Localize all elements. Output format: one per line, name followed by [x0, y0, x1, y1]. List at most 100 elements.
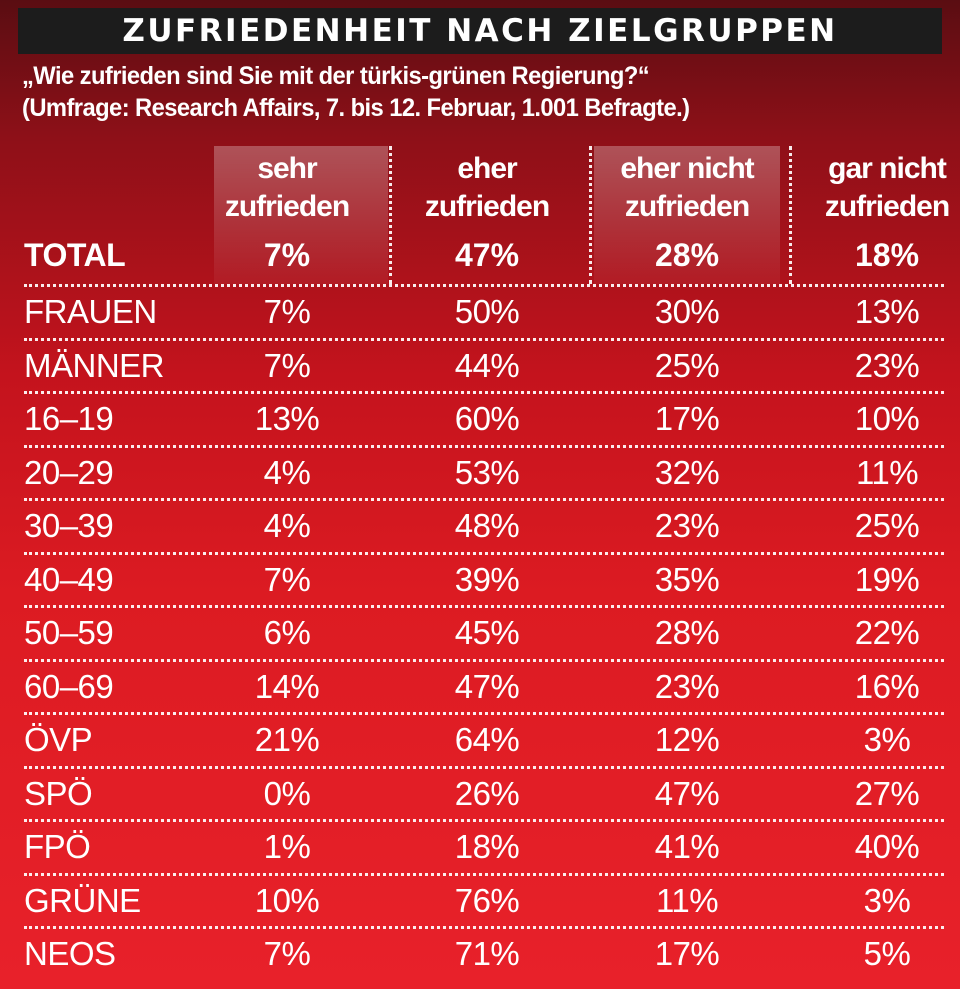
row-label: MÄNNER: [24, 346, 165, 384]
table-cell: 39%: [454, 560, 520, 598]
survey-source: (Umfrage: Research Affairs, 7. bis 12. F…: [22, 94, 690, 122]
table-cell: 10%: [254, 881, 320, 919]
column-header-line: eher: [457, 152, 517, 185]
table-cell: 3%: [863, 721, 911, 758]
subtitle: „Wie zufrieden sind Sie mit der türkis-g…: [22, 60, 896, 124]
table-cell: 3%: [863, 881, 911, 919]
row-separator: [24, 765, 944, 769]
table-cell: 13%: [854, 293, 920, 330]
column-header-line: sehr: [257, 152, 317, 185]
column-header: gar nicht zufrieden: [787, 150, 960, 230]
table-cell: 13%: [254, 400, 320, 437]
row-label: 50–59: [24, 614, 114, 651]
column-header-line: zufrieden: [624, 190, 750, 223]
column-header: sehr zufrieden: [187, 150, 387, 230]
table-cell: 48%: [454, 507, 520, 544]
table-cell: 53%: [454, 453, 520, 491]
total-value: 7%: [263, 237, 311, 273]
row-separator: [24, 658, 944, 662]
chart-title: ZUFRIEDENHEIT NACH ZIELGRUPPEN: [122, 13, 838, 49]
table-cell: 26%: [454, 774, 520, 812]
table-cell: 23%: [654, 507, 720, 544]
table-cell: 14%: [254, 667, 320, 705]
table-cell: 27%: [854, 774, 920, 812]
column-header-line: gar nicht: [828, 152, 947, 185]
column-highlight: [214, 146, 388, 284]
column-header-line: zufrieden: [824, 190, 950, 223]
row-label: GRÜNE: [24, 881, 141, 919]
table-cell: 60%: [454, 400, 520, 437]
table-cell: 11%: [855, 453, 919, 491]
row-separator: [24, 391, 944, 394]
row-label: 20–29: [24, 453, 114, 491]
table-cell: 17%: [654, 400, 720, 437]
table-cell: 28%: [654, 614, 720, 651]
table-cell: 41%: [654, 828, 720, 865]
row-separator: [24, 498, 944, 501]
table-cell: 10%: [854, 400, 920, 437]
column-header-line: eher nicht: [620, 152, 754, 185]
table-cell: 45%: [454, 614, 520, 651]
table-cell: 4%: [263, 507, 311, 544]
table-cell: 21%: [254, 721, 320, 758]
row-label: FPÖ: [24, 828, 91, 865]
table-cell: 5%: [863, 935, 911, 972]
table-cell: 7%: [263, 560, 311, 598]
table-cell: 7%: [263, 935, 311, 972]
table-cell: 23%: [654, 667, 720, 705]
row-label: FRAUEN: [24, 293, 157, 330]
row-separator: [24, 872, 944, 876]
row-separator: [24, 284, 944, 287]
table-cell: 11%: [655, 881, 719, 919]
table-cell: 50%: [454, 293, 520, 330]
table-cell: 16%: [854, 667, 920, 705]
table-cell: 32%: [654, 453, 720, 491]
table-cell: 7%: [263, 293, 311, 330]
table-cell: 1%: [263, 828, 311, 865]
table-cell: 47%: [654, 774, 720, 812]
table-cell: 71%: [454, 935, 520, 972]
survey-question: „Wie zufrieden sind Sie mit der türkis-g…: [22, 62, 650, 90]
column-highlight: [594, 146, 780, 284]
row-label: 60–69: [24, 667, 114, 705]
total-value: 47%: [454, 237, 520, 273]
table-cell: 12%: [654, 721, 720, 758]
row-label: 40–49: [24, 560, 114, 598]
row-label: ÖVP: [24, 721, 93, 758]
row-label: SPÖ: [24, 774, 93, 812]
row-label: 30–39: [24, 507, 114, 544]
row-label: NEOS: [24, 935, 116, 972]
table-cell: 17%: [654, 935, 720, 972]
table-cell: 25%: [854, 507, 920, 544]
row-separator: [24, 819, 944, 822]
table-cell: 0%: [263, 774, 311, 812]
row-separator: [24, 551, 944, 555]
column-header: eher nicht zufrieden: [587, 150, 787, 230]
row-label: 16–19: [24, 400, 114, 437]
table-cell: 44%: [454, 346, 520, 384]
table-cell: 76%: [454, 881, 520, 919]
row-separator: [24, 926, 944, 929]
column-header-line: zufrieden: [224, 190, 350, 223]
column-separator: [589, 146, 592, 284]
column-header: eher zufrieden: [387, 150, 587, 230]
total-value: 18%: [854, 237, 920, 273]
table-cell: 7%: [263, 346, 311, 384]
table-cell: 4%: [263, 453, 311, 491]
table-cell: 30%: [654, 293, 720, 330]
table-cell: 47%: [454, 667, 520, 705]
total-value: 28%: [654, 237, 720, 273]
table-cell: 40%: [854, 828, 920, 865]
row-separator: [24, 337, 944, 341]
title-bar: ZUFRIEDENHEIT NACH ZIELGRUPPEN: [18, 8, 942, 54]
row-separator: [24, 444, 944, 448]
table-cell: 64%: [454, 721, 520, 758]
table-cell: 25%: [654, 346, 720, 384]
table-cell: 35%: [654, 560, 720, 598]
row-separator: [24, 712, 944, 715]
column-header-line: zufrieden: [424, 190, 550, 223]
table-cell: 19%: [854, 560, 920, 598]
row-separator: [24, 605, 944, 608]
table-cell: 6%: [263, 614, 311, 651]
